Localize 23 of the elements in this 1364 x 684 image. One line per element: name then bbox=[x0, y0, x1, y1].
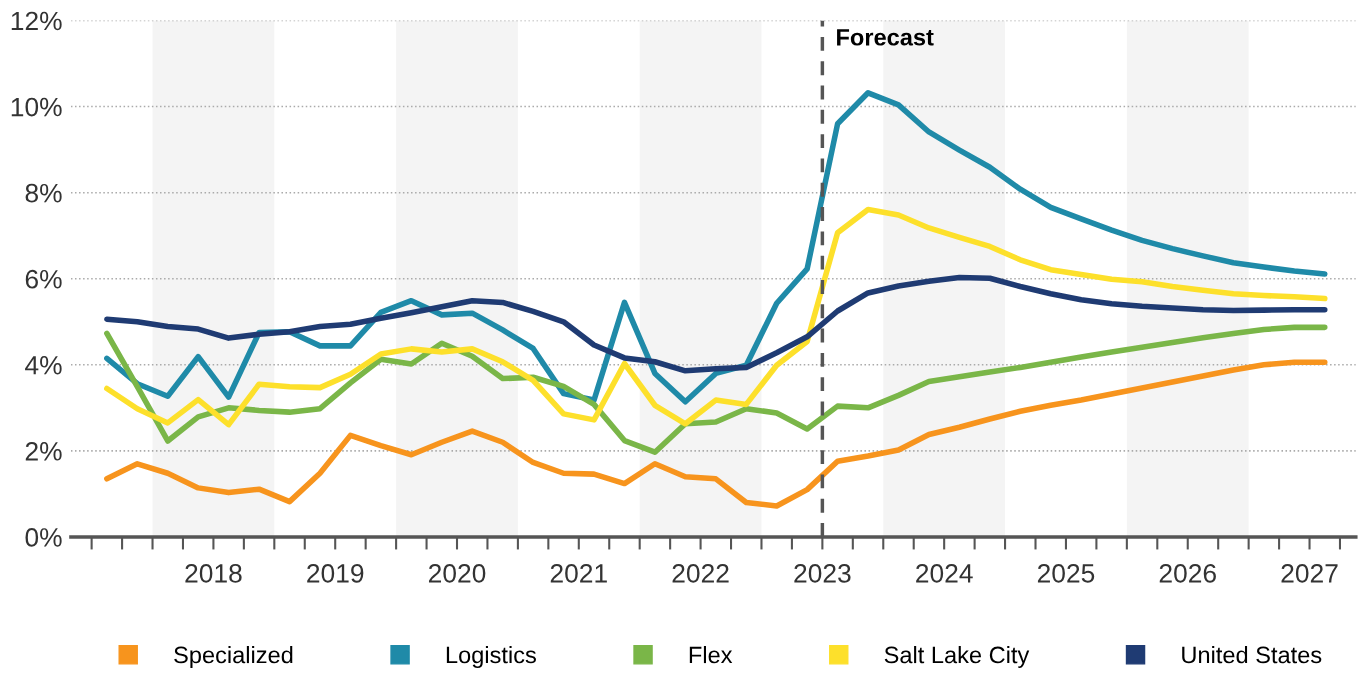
x-tick-label: 2027 bbox=[1281, 564, 1338, 583]
x-tick-label: 2022 bbox=[672, 564, 729, 583]
x-tick-label: 2026 bbox=[1159, 564, 1216, 583]
legend-label: Specialized bbox=[174, 645, 293, 668]
legend-label: United States bbox=[1182, 645, 1322, 664]
x-tick-label: 2018 bbox=[185, 564, 242, 583]
x-tick-label: 2021 bbox=[550, 564, 607, 583]
ref-line-label: Forecast bbox=[837, 29, 934, 46]
y-tick-label: 2% bbox=[25, 442, 62, 461]
y-tick-label: 8% bbox=[25, 183, 62, 203]
y-tick-label: 6% bbox=[25, 269, 62, 289]
legend-label: Salt Lake City bbox=[884, 645, 1030, 668]
x-tick-label: 2025 bbox=[1037, 564, 1095, 583]
x-tick-label: 2020 bbox=[428, 564, 486, 583]
y-tick-label: 12% bbox=[11, 11, 62, 31]
y-tick-label: 4% bbox=[25, 356, 62, 375]
x-tick-label: 2024 bbox=[916, 564, 973, 583]
legend-label: Logistics bbox=[446, 645, 536, 668]
x-tick-label: 2023 bbox=[794, 564, 851, 583]
legend-label: Flex bbox=[689, 645, 733, 664]
x-tick-label: 2019 bbox=[307, 564, 364, 583]
y-tick-label: 10% bbox=[11, 97, 62, 117]
y-tick-label: 0% bbox=[25, 528, 62, 547]
